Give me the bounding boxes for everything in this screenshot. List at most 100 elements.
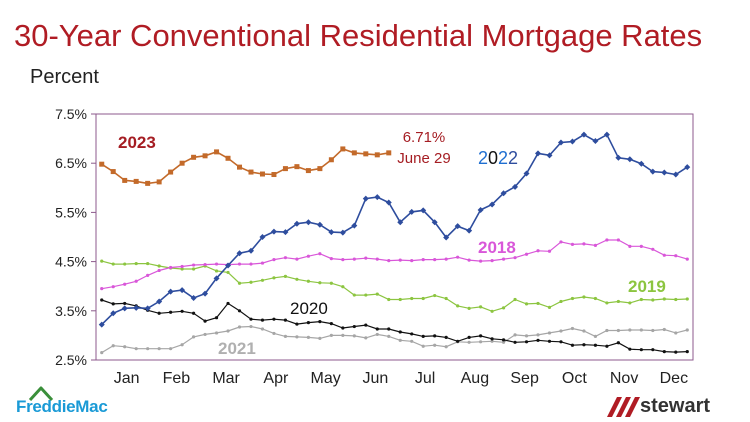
house-icon: [28, 386, 54, 401]
data-point: [272, 331, 276, 336]
data-point: [133, 178, 139, 184]
data-point: [226, 329, 230, 333]
data-point: [547, 339, 552, 343]
data-point: [329, 321, 333, 326]
x-tick-label: Jul: [415, 370, 435, 387]
series-label-2020: 2020: [290, 299, 328, 318]
data-point: [237, 262, 242, 266]
data-point: [662, 297, 666, 301]
data-point: [328, 157, 334, 163]
data-point: [98, 321, 105, 328]
data-point: [386, 150, 392, 156]
data-point: [214, 316, 219, 320]
data-point: [626, 156, 633, 163]
data-point: [479, 340, 483, 344]
data-point: [225, 155, 231, 161]
data-point: [157, 347, 161, 351]
series-label-2021: 2021: [218, 339, 256, 358]
data-point: [616, 299, 620, 304]
data-point: [375, 327, 379, 331]
data-point: [305, 219, 312, 226]
data-point: [454, 223, 461, 230]
data-point: [639, 348, 643, 352]
data-point: [467, 335, 471, 339]
data-point: [605, 328, 609, 333]
series-line-2018: [101, 239, 688, 290]
data-point: [512, 183, 519, 190]
freddie-mac-wordmark: FreddieMac: [16, 397, 108, 416]
data-point: [341, 285, 345, 289]
data-point: [593, 343, 598, 347]
y-tick-label: 7.5%: [55, 106, 87, 122]
data-point: [523, 170, 530, 177]
data-point: [374, 152, 380, 158]
y-tick-label: 4.5%: [55, 254, 87, 270]
data-point: [237, 281, 242, 285]
data-point: [375, 257, 379, 261]
data-point: [477, 206, 484, 213]
data-point: [318, 336, 322, 340]
data-point: [628, 301, 632, 305]
data-point: [341, 333, 345, 337]
data-point: [111, 302, 115, 306]
data-point: [351, 222, 358, 229]
y-tick-label: 2.5%: [55, 352, 87, 368]
data-point: [100, 287, 104, 291]
data-point: [649, 168, 656, 175]
data-point: [226, 301, 230, 306]
data-point: [638, 160, 645, 167]
data-point: [283, 274, 288, 278]
data-point: [364, 256, 368, 260]
data-point: [489, 201, 496, 208]
data-point: [466, 227, 473, 234]
series-lines: [98, 131, 691, 355]
data-point: [352, 324, 356, 329]
data-point: [398, 297, 402, 302]
data-point: [490, 259, 494, 263]
data-point: [513, 256, 517, 260]
x-tick-label: Jan: [114, 370, 140, 387]
data-point: [479, 259, 483, 263]
data-point: [352, 293, 356, 297]
y-tick-label: 5.5%: [55, 204, 87, 220]
data-point: [146, 347, 150, 351]
data-point: [456, 339, 460, 343]
data-point: [501, 257, 506, 261]
data-point: [559, 240, 563, 244]
data-point: [456, 304, 460, 308]
data-point: [157, 264, 161, 268]
data-point: [180, 309, 184, 313]
data-point: [398, 338, 402, 342]
data-point: [190, 295, 197, 302]
freddie-mac-logo: FreddieMac: [10, 385, 130, 422]
data-point: [179, 287, 186, 294]
data-point: [283, 318, 288, 322]
data-point: [295, 335, 299, 339]
data-point: [639, 328, 643, 332]
data-point: [157, 311, 161, 315]
x-tick-label: Jun: [362, 370, 388, 387]
chart-title: 30-Year Conventional Residential Mortgag…: [14, 18, 703, 53]
data-point: [122, 177, 128, 183]
series-label-2022: 2022: [478, 148, 518, 168]
data-point: [433, 334, 437, 338]
data-point: [203, 319, 207, 323]
data-point: [431, 219, 438, 226]
data-point: [328, 229, 335, 236]
data-point: [260, 327, 265, 331]
data-point: [156, 179, 162, 185]
data-point: [203, 332, 207, 337]
data-point: [501, 338, 506, 342]
data-point: [110, 169, 116, 175]
data-point: [100, 298, 104, 302]
data-point: [651, 348, 655, 352]
data-point: [237, 309, 242, 313]
series-line-2021: [101, 325, 688, 354]
x-tick-label: Dec: [660, 370, 688, 387]
data-point: [582, 343, 586, 347]
data-point: [444, 296, 448, 301]
data-point: [123, 345, 127, 349]
data-point: [628, 347, 632, 351]
data-point: [421, 296, 425, 301]
